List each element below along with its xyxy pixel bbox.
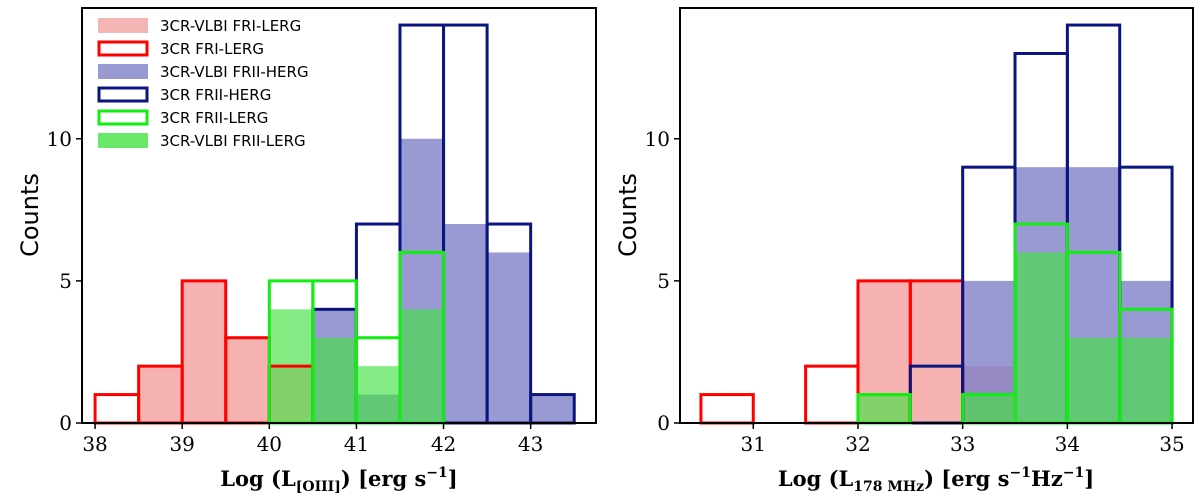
x-tick-label: 43: [518, 432, 543, 456]
x-tick-label: 39: [169, 432, 194, 456]
bar-3cr-vlbi-fri-lerg-1: [910, 280, 963, 423]
legend-swatch-3cr-vlbi-frii-lerg: [98, 133, 148, 148]
x-tick-label: 31: [741, 432, 766, 456]
bar-3cr-vlbi-frii-lerg-3: [1067, 337, 1120, 423]
x-tick-label: 33: [950, 432, 975, 456]
bar-3cr-vlbi-frii-lerg-2: [356, 366, 400, 423]
legend-label-3cr-frii-lerg: 3CR FRII-LERG: [160, 109, 268, 127]
legend-label-3cr-fri-lerg: 3CR FRI-LERG: [160, 40, 264, 58]
legend-label-3cr-vlbi-fri-lerg: 3CR-VLBI FRI-LERG: [160, 17, 301, 35]
right-xlabel-sup: −1: [1010, 465, 1031, 481]
bar-3cr-vlbi-frii-lerg-3: [399, 309, 444, 423]
right-xlabel-sub: 178 MHz: [853, 479, 924, 495]
right-xlabel-prefix: Log (L: [778, 466, 854, 491]
bar-3cr-vlbi-fri-lerg-1: [182, 280, 226, 423]
bar-3cr-vlbi-frii-lerg-4: [1119, 337, 1173, 423]
legend-label-3cr-vlbi-frii-lerg: 3CR-VLBI FRII-LERG: [160, 132, 306, 150]
right-xlabel-mid: Hz: [1031, 466, 1063, 491]
right-bars-layer: [699, 23, 1174, 425]
right-plot-frame: [679, 7, 1194, 424]
y-tick-label: 0: [657, 411, 670, 435]
left-xlabel-prefix: Log (L: [220, 466, 296, 491]
legend-label-3cr-frii-herg: 3CR FRII-HERG: [160, 86, 271, 104]
right-xlabel-sup2: −1: [1063, 465, 1084, 481]
legend-swatch-3cr-frii-lerg: [97, 109, 149, 126]
bar-3cr-vlbi-frii-herg-4: [487, 252, 531, 423]
right-y-axis-label: Counts: [614, 173, 642, 257]
legend: 3CR-VLBI FRI-LERG 3CR FRI-LERG 3CR-VLBI FR…: [97, 17, 309, 150]
x-tick-label: 35: [1159, 432, 1184, 456]
y-tick-label: 5: [59, 269, 72, 293]
outline-bar-3cr-fri-lerg-0: [93, 393, 141, 425]
legend-label-3cr-vlbi-frii-herg: 3CR-VLBI FRII-HERG: [160, 63, 309, 81]
left-histogram-panel: 38 39 40 41 42 43 0 5 10 Counts Log (L[OIII]) [e…: [16, 7, 597, 495]
x-tick-label: 41: [344, 432, 369, 456]
legend-swatch-3cr-vlbi-fri-lerg: [98, 18, 148, 33]
bar-3cr-vlbi-frii-lerg-0: [857, 394, 911, 423]
legend-swatch-3cr-frii-herg: [97, 86, 149, 103]
bar-3cr-vlbi-fri-lerg-2: [225, 337, 270, 423]
outline-bar-3cr-fri-lerg-1: [804, 364, 860, 425]
right-xlabel-tail: ]: [1084, 466, 1094, 491]
left-xlabel-suffix: ) [erg s: [341, 466, 426, 491]
x-tick-label: 40: [257, 432, 282, 456]
bar-3cr-vlbi-frii-herg-3: [443, 224, 488, 423]
right-ticks-layer: 31 32 33 34 35 0 5 10: [645, 127, 1185, 456]
legend-swatch-3cr-fri-lerg: [97, 40, 149, 57]
left-y-axis-label: Counts: [16, 173, 44, 257]
x-tick-label: 38: [82, 432, 107, 456]
left-xlabel-sup: −1: [426, 465, 447, 481]
right-x-axis-label: Log (L178 MHz) [erg s−1Hz−1]: [778, 465, 1094, 495]
bar-3cr-vlbi-frii-lerg-1: [962, 394, 1016, 423]
outline-bar-3cr-fri-lerg-0: [699, 393, 755, 425]
x-tick-label: 32: [845, 432, 870, 456]
bar-3cr-vlbi-frii-herg-5: [530, 394, 575, 423]
bar-3cr-vlbi-frii-lerg-1: [312, 337, 357, 423]
x-tick-label: 42: [431, 432, 456, 456]
left-bars-layer: [93, 23, 576, 425]
left-xlabel-sub: [OIII]: [296, 479, 341, 495]
y-tick-label: 5: [657, 269, 670, 293]
legend-swatch-3cr-vlbi-frii-herg: [98, 64, 148, 79]
right-histogram-panel: 31 32 33 34 35 0 5 10 Counts Log (L178 MHz) [er…: [614, 7, 1194, 495]
bar-3cr-vlbi-frii-lerg-2: [1015, 252, 1068, 423]
y-tick-label: 0: [59, 411, 72, 435]
y-tick-label: 10: [645, 127, 670, 151]
y-tick-label: 10: [47, 127, 72, 151]
left-x-axis-label: Log (L[OIII]) [erg s−1]: [220, 465, 457, 495]
left-plot-frame: [81, 7, 597, 424]
left-xlabel-tail: ]: [448, 466, 458, 491]
x-tick-label: 34: [1055, 432, 1080, 456]
bar-3cr-vlbi-fri-lerg-0: [138, 366, 183, 423]
left-ticks-layer: 38 39 40 41 42 43 0 5 10: [47, 127, 544, 456]
right-xlabel-suffix: ) [erg s: [924, 466, 1009, 491]
